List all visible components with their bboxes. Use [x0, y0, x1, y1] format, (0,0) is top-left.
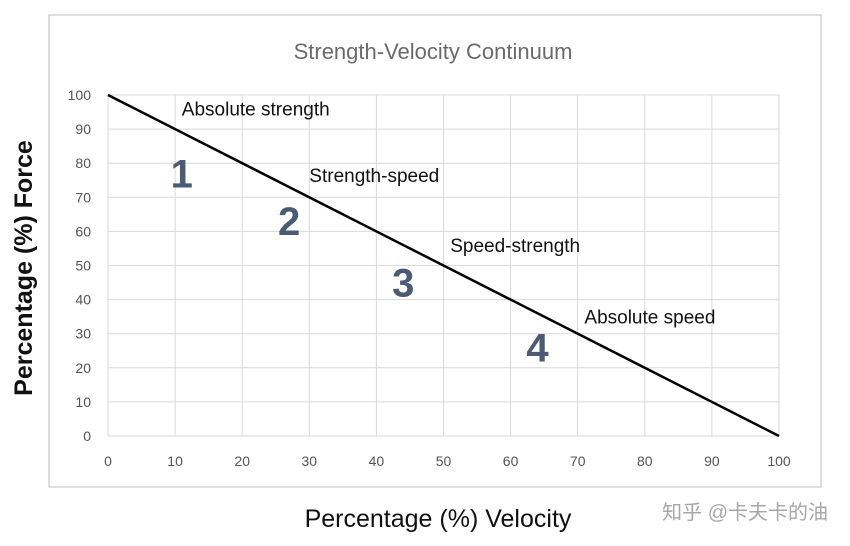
- series-lines: [107, 93, 780, 438]
- zone-number-1: 2: [278, 200, 300, 244]
- y-tick-label-4: 40: [75, 292, 91, 308]
- x-tick-label-2: 20: [234, 453, 250, 469]
- chart-title: Strength-Velocity Continuum: [294, 39, 573, 64]
- zone-number-0: 1: [171, 152, 193, 196]
- zone-annotations: Absolute strength Strength-speed Speed-str…: [182, 99, 716, 328]
- x-tick-label-9: 90: [704, 453, 720, 469]
- x-tick-label-10: 100: [767, 453, 791, 469]
- y-tick-label-6: 60: [75, 223, 91, 239]
- x-axis-label: Percentage (%) Velocity: [305, 505, 572, 533]
- x-tick-label-7: 70: [570, 453, 586, 469]
- y-tick-label-8: 80: [75, 155, 91, 171]
- y-axis-label: Percentage (%) Force: [10, 140, 38, 396]
- chart-frame: [48, 14, 822, 488]
- x-tick-label-6: 60: [503, 453, 519, 469]
- zone-label-0: Absolute strength: [182, 99, 330, 120]
- x-tick-label-1: 10: [167, 453, 183, 469]
- y-tick-label-9: 90: [75, 121, 91, 137]
- zone-number-2: 3: [392, 262, 414, 306]
- watermark: 知乎 @卡夫卡的油: [662, 501, 828, 524]
- x-tick-label-0: 0: [104, 453, 112, 469]
- x-tick-label-8: 80: [637, 453, 653, 469]
- zone-number-3: 4: [526, 326, 549, 370]
- x-tick-label-5: 50: [436, 453, 452, 469]
- zone-label-1: Strength-speed: [309, 166, 439, 187]
- x-tick-labels: 0 10 20 30 40 50 60 70 80 90 100: [104, 453, 791, 469]
- y-tick-label-10: 100: [68, 87, 92, 103]
- y-tick-label-1: 10: [75, 394, 91, 410]
- y-tick-label-2: 20: [75, 360, 91, 376]
- x-tick-label-4: 40: [369, 453, 385, 469]
- y-tick-label-0: 0: [83, 428, 91, 444]
- y-tick-label-7: 70: [75, 189, 91, 205]
- series-line-0: [107, 93, 780, 438]
- y-tick-label-3: 30: [75, 326, 91, 342]
- x-tick-label-3: 30: [302, 453, 318, 469]
- zone-numbers: 1 2 3 4: [171, 152, 550, 370]
- zone-label-2: Speed-strength: [450, 236, 580, 257]
- zone-label-3: Absolute speed: [584, 307, 715, 328]
- y-tick-labels: 0 10 20 30 40 50 60 70 80 90 100: [68, 87, 92, 444]
- y-tick-label-5: 50: [75, 258, 91, 274]
